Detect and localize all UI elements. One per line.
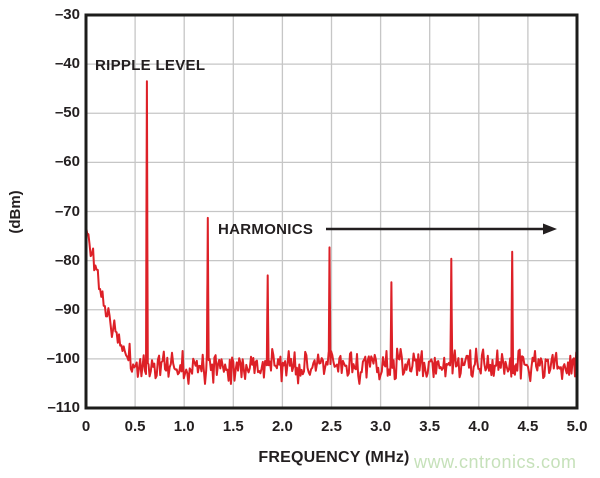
y-tick-label: –70 [54, 202, 80, 220]
x-tick-label: 5.0 [566, 418, 588, 435]
y-tick-label: –40 [54, 55, 80, 73]
y-tick-label: –90 [54, 300, 80, 318]
y-tick-label: –100 [46, 349, 80, 367]
x-tick-label: 2.0 [271, 418, 293, 435]
x-tick-label: 4.5 [517, 418, 539, 435]
y-tick-label: –50 [54, 104, 80, 122]
x-tick-label: 3.0 [370, 418, 392, 435]
x-tick-label: 0.5 [124, 418, 146, 435]
harmonics-arrow [326, 223, 557, 235]
y-axis-title: (dBm) [7, 190, 24, 234]
x-axis-title: FREQUENCY (MHz) [258, 449, 410, 466]
x-tick-label: 4.0 [468, 418, 490, 435]
harmonics-annotation: HARMONICS [218, 221, 314, 238]
y-tick-label: –30 [54, 6, 80, 23]
x-tick-label: 0 [81, 418, 91, 435]
x-tick-label: 2.5 [321, 418, 342, 435]
grid-lines [86, 15, 577, 408]
y-tick-label: –80 [54, 251, 80, 269]
y-tick-label: –60 [54, 153, 80, 171]
y-tick-label: –110 [47, 399, 80, 416]
ripple-level-annotation: RIPPLE LEVEL [95, 57, 206, 74]
x-tick-label: 3.5 [419, 418, 441, 435]
watermark-text: www.cntronics.com [414, 452, 577, 472]
spectrum-trace [85, 80, 578, 385]
plot-border [84, 13, 579, 410]
x-tick-label: 1.0 [173, 418, 195, 435]
x-tick-label: 1.5 [222, 418, 244, 435]
